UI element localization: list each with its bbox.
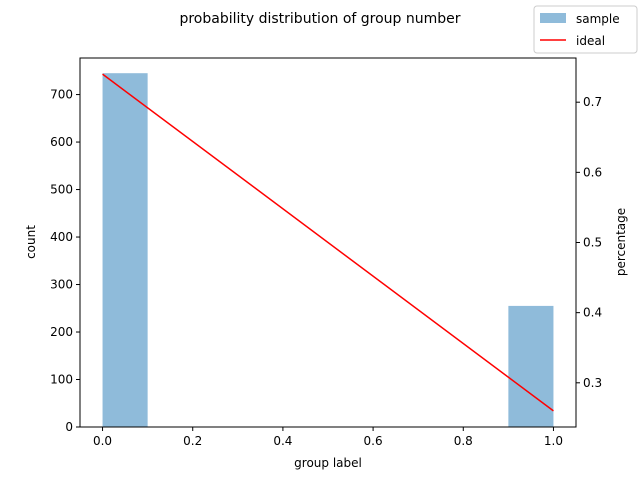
y2-tick-label: 0.5 — [583, 236, 602, 250]
legend-ideal-label: ideal — [576, 34, 605, 48]
y-tick-label: 700 — [50, 88, 73, 102]
y-axis-right: 0.3 0.4 0.5 0.6 0.7 — [576, 95, 602, 390]
ideal-line-layer — [102, 73, 554, 412]
x-tick-label: 0.4 — [273, 434, 292, 448]
y-tick-label: 300 — [50, 278, 73, 292]
y-tick-label: 400 — [50, 230, 73, 244]
histogram-bars — [102, 73, 554, 428]
x-tick-label: 1.0 — [544, 434, 563, 448]
y-tick-label: 0 — [65, 420, 73, 434]
y2-tick-label: 0.3 — [583, 376, 602, 390]
y-axis-left: 0 100 200 300 400 500 600 700 — [50, 88, 80, 434]
histogram-bar-0 — [102, 73, 148, 428]
legend-sample-swatch — [540, 13, 566, 23]
legend-sample-label: sample — [576, 12, 620, 26]
histogram-bar-9 — [508, 305, 554, 427]
y-tick-label: 100 — [50, 373, 73, 387]
x-tick-label: 0.0 — [93, 434, 112, 448]
y2-tick-label: 0.7 — [583, 95, 602, 109]
y-tick-label: 200 — [50, 325, 73, 339]
x-tick-label: 0.2 — [183, 434, 202, 448]
ideal-line — [102, 73, 554, 412]
y2-tick-label: 0.4 — [583, 306, 602, 320]
chart-title: probability distribution of group number — [179, 11, 460, 27]
x-axis: 0.0 0.2 0.4 0.6 0.8 1.0 — [93, 427, 563, 448]
y-tick-label: 600 — [50, 135, 73, 149]
x-tick-label: 0.6 — [364, 434, 383, 448]
y2-axis-label: percentage — [614, 208, 628, 276]
legend: sample ideal — [533, 5, 638, 54]
x-tick-label: 0.8 — [454, 434, 473, 448]
y-axis-label: count — [24, 225, 38, 259]
x-axis-label: group label — [294, 456, 362, 470]
y2-tick-label: 0.6 — [583, 165, 602, 179]
y-tick-label: 500 — [50, 183, 73, 197]
